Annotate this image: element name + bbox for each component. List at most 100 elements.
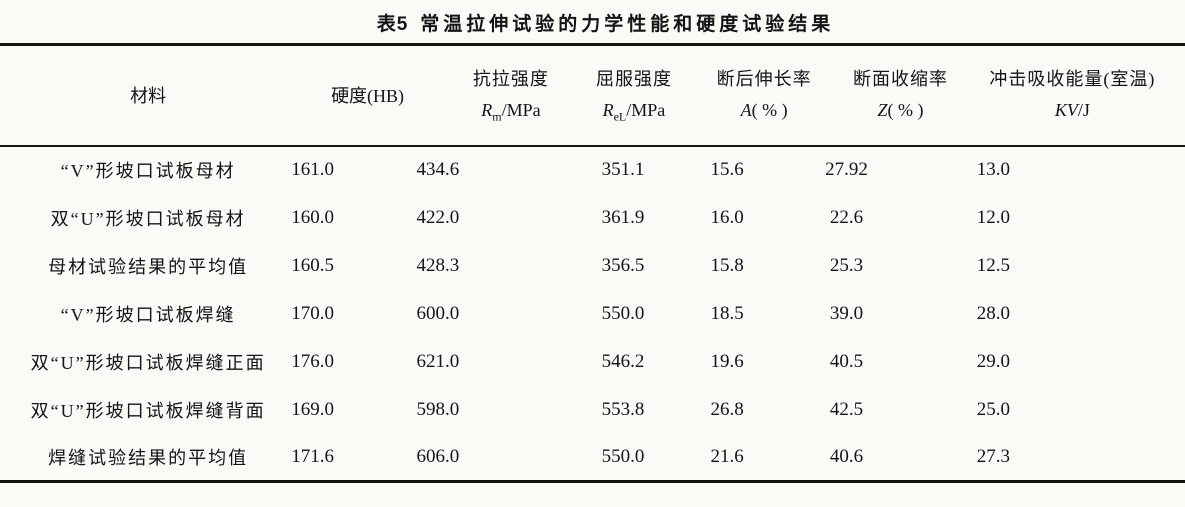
unit: /MPa: [501, 100, 541, 121]
cell-value: 160.0: [291, 206, 334, 228]
value-cell: 39.0: [830, 290, 960, 338]
value-cell: 170.0: [291, 290, 403, 338]
value-cell: 171.6: [291, 434, 403, 482]
cell-value: 161.0: [291, 159, 334, 180]
cell-value: 598.0: [416, 398, 460, 420]
value-cell: 550.0: [557, 434, 711, 482]
cell-value: 27.3: [976, 445, 1011, 467]
cell-value: 21.6: [710, 445, 744, 467]
material-name: 双“U”形坡口试板母材: [50, 208, 246, 229]
cell-value: 606.0: [416, 445, 460, 467]
cell-value: 428.3: [416, 254, 460, 276]
cell-value: 356.5: [601, 254, 645, 276]
table-number: 表5: [376, 14, 409, 35]
col-header-yield-strength: 屈服强度 ReL/MPa: [557, 45, 711, 146]
value-cell: 28.0: [960, 290, 1185, 338]
value-cell: 15.6: [710, 146, 853, 194]
value-cell: 361.9: [557, 194, 711, 242]
cell-value: 15.8: [710, 254, 744, 276]
value-cell: 16.0: [710, 194, 853, 242]
symbol-A: A: [740, 100, 752, 121]
cell-value: 170.0: [291, 302, 334, 324]
material-cell: 双“U”形坡口试板焊缝正面: [0, 338, 296, 386]
table-row: “V”形坡口试板焊缝 170.0 600.0 550.0 18.5 39.0 2…: [0, 290, 1185, 338]
value-cell: 422.0: [403, 194, 557, 242]
value-cell: 621.0: [403, 338, 557, 386]
cell-value: 169.0: [291, 398, 334, 420]
value-cell: 434.6: [403, 146, 557, 194]
value-cell: 546.2: [557, 338, 711, 386]
table-row: 双“U”形坡口试板母材 160.0 422.0 361.9 16.0 22.6 …: [0, 194, 1185, 242]
cell-value: 25.3: [829, 254, 864, 276]
material-name: 双“U”形坡口试板焊缝正面: [30, 352, 266, 373]
cell-value: 550.0: [601, 445, 645, 467]
value-cell: 12.5: [960, 242, 1185, 290]
cell-value: 19.6: [710, 350, 744, 372]
value-cell: 42.5: [830, 386, 960, 434]
cell-value: 546.2: [601, 350, 645, 372]
unit: /MPa: [626, 100, 666, 121]
value-cell: 169.0: [291, 386, 403, 434]
table-row: 双“U”形坡口试板焊缝背面 169.0 598.0 553.8 26.8 42.…: [0, 386, 1185, 434]
material-cell: 双“U”形坡口试板焊缝背面: [0, 386, 296, 434]
cell-value: 40.6: [829, 445, 864, 467]
cell-value: 621.0: [416, 350, 460, 372]
col-header-label: 断面收缩率 Z( % ): [852, 69, 948, 121]
cell-value: 361.9: [601, 206, 645, 228]
table-header: 材料 硬度(HB) 抗拉强度 Rm/MPa 屈服强度 ReL/MPa 断后伸长率 A(…: [0, 45, 1185, 146]
value-cell: 25.3: [830, 242, 960, 290]
value-cell: 25.0: [960, 386, 1185, 434]
value-cell: 553.8: [557, 386, 711, 434]
value-cell: 550.0: [557, 290, 711, 338]
material-name: 母材试验结果的平均值: [48, 256, 249, 277]
value-cell: 21.6: [710, 434, 853, 482]
value-cell: 176.0: [291, 338, 403, 386]
cell-value: 29.0: [976, 350, 1011, 372]
col-header-label: 冲击吸收能量(室温) KV/J: [989, 69, 1156, 121]
header-row: 材料 硬度(HB) 抗拉强度 Rm/MPa 屈服强度 ReL/MPa 断后伸长率 A(…: [0, 45, 1185, 146]
cell-value: 39.0: [829, 302, 864, 324]
table-caption-text: 表5 常温拉伸试验的力学性能和硬度试验结果: [377, 14, 835, 35]
value-cell: 600.0: [403, 290, 557, 338]
material-name: 双“U”形坡口试板焊缝背面: [30, 400, 266, 421]
col-header-impact-energy: 冲击吸收能量(室温) KV/J: [960, 45, 1185, 146]
symbol-R: R: [481, 100, 493, 121]
cell-value: 27.92: [825, 159, 868, 180]
col-header-label: 屈服强度 ReL/MPa: [595, 69, 672, 125]
value-cell: 356.5: [557, 242, 711, 290]
cell-value: 25.0: [976, 398, 1011, 420]
table-title: 常温拉伸试验的力学性能和硬度试验结果: [420, 14, 835, 35]
unit: ( % ): [887, 100, 924, 121]
symbol-Z: Z: [877, 100, 888, 121]
table-row: 双“U”形坡口试板焊缝正面 176.0 621.0 546.2 19.6 40.…: [0, 338, 1185, 386]
cell-value: 26.8: [710, 398, 744, 420]
unit: ( % ): [751, 100, 788, 121]
table-row: 焊缝试验结果的平均值 171.6 606.0 550.0 21.6 40.6 2…: [0, 434, 1185, 482]
cell-value: 13.0: [976, 159, 1011, 180]
value-cell: 15.8: [710, 242, 853, 290]
value-cell: 351.1: [557, 146, 711, 194]
cell-value: 40.5: [829, 350, 864, 372]
material-cell: “V”形坡口试板母材: [0, 146, 296, 194]
value-cell: 13.0: [960, 146, 1185, 194]
cell-value: 12.0: [976, 206, 1011, 228]
cell-value: 160.5: [291, 254, 334, 276]
material-cell: 双“U”形坡口试板母材: [0, 194, 296, 242]
subscript: eL: [613, 110, 627, 125]
value-cell: 161.0: [291, 146, 403, 194]
value-cell: 22.6: [830, 194, 960, 242]
material-cell: “V”形坡口试板焊缝: [0, 290, 296, 338]
col-header-material: 材料: [0, 45, 296, 146]
table-row: “V”形坡口试板母材 161.0 434.6 351.1 15.6 27.92 …: [0, 146, 1185, 194]
col-header-tensile-strength: 抗拉强度 Rm/MPa: [403, 45, 557, 146]
symbol-KV: KV: [1054, 100, 1078, 121]
value-cell: 27.92: [825, 146, 960, 194]
value-cell: 40.6: [830, 434, 960, 482]
material-name: “V”形坡口试板母材: [60, 161, 236, 181]
cell-value: 42.5: [829, 398, 864, 420]
material-name: 焊缝试验结果的平均值: [48, 447, 249, 468]
value-cell: 27.3: [960, 434, 1185, 482]
col-header-label: 断后伸长率 A( % ): [716, 69, 812, 121]
value-cell: 12.0: [960, 194, 1185, 242]
